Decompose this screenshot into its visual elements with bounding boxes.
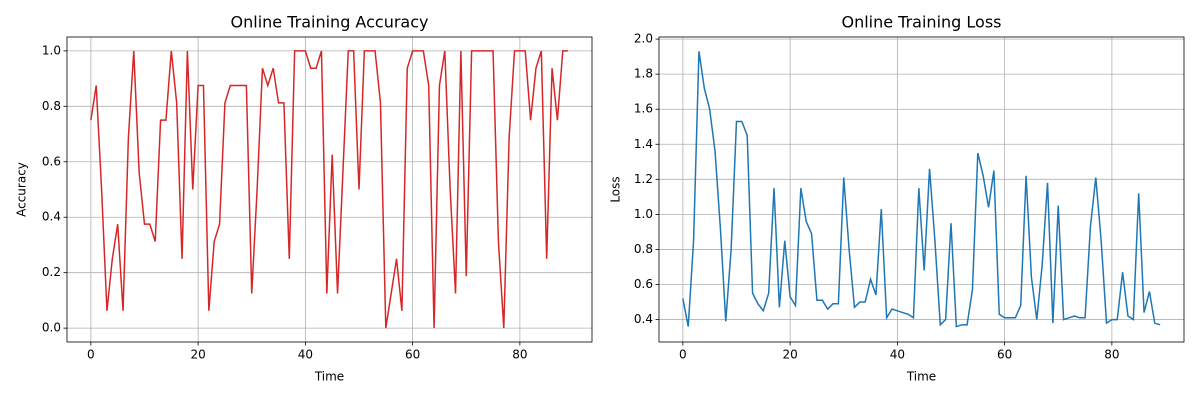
y-tick-label: 0.6: [634, 277, 653, 291]
chart-title: Online Training Loss: [841, 13, 1001, 32]
x-tick-label: 80: [1104, 348, 1119, 362]
y-tick-label: 0.6: [42, 154, 61, 168]
y-tick-label: 0.8: [634, 242, 653, 256]
data-line: [682, 51, 1161, 328]
chart-title: Online Training Accuracy: [231, 13, 429, 32]
y-tick-label: 1.8: [634, 67, 653, 81]
x-tick-label: 40: [890, 348, 905, 362]
y-tick-label: 0.8: [42, 99, 61, 113]
x-tick-label: 80: [512, 348, 527, 362]
x-tick-label: 60: [405, 348, 420, 362]
x-tick-label: 0: [679, 348, 687, 362]
y-tick-label: 2.0: [634, 32, 653, 46]
y-tick-label: 0.2: [42, 265, 61, 279]
x-axis-label: Time: [906, 370, 936, 384]
y-tick-label: 0.0: [42, 321, 61, 335]
x-axis-label: Time: [314, 370, 344, 384]
x-tick-label: 0: [87, 348, 95, 362]
y-tick-label: 0.4: [42, 210, 61, 224]
x-tick-label: 60: [997, 348, 1012, 362]
x-tick-label: 20: [190, 348, 205, 362]
y-axis-label: Accuracy: [15, 162, 29, 217]
data-line: [90, 50, 569, 329]
x-tick-label: 20: [782, 348, 797, 362]
plot-frame: [66, 36, 593, 343]
plot-frame: [658, 36, 1185, 343]
y-axis-label: Loss: [609, 176, 623, 202]
x-tick-label: 40: [298, 348, 313, 362]
y-tick-label: 1.2: [634, 172, 653, 186]
y-tick-label: 1.6: [634, 102, 653, 116]
y-tick-label: 1.0: [634, 207, 653, 221]
y-tick-label: 1.4: [634, 137, 653, 151]
y-tick-label: 0.4: [634, 312, 653, 326]
y-tick-label: 1.0: [42, 43, 61, 57]
